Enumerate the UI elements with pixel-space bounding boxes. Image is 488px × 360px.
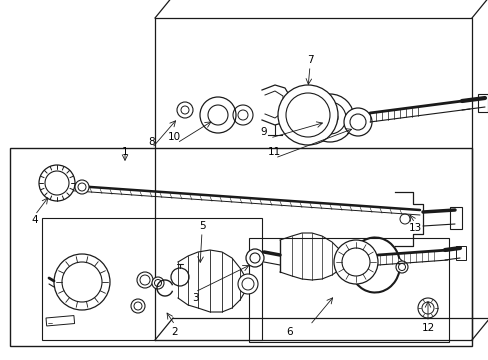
Bar [10,148,471,346]
Circle shape [333,240,377,284]
Circle shape [39,165,75,201]
Text: 12: 12 [421,323,434,333]
Circle shape [343,108,371,136]
Bar [42,218,262,340]
Circle shape [305,94,353,142]
Circle shape [278,85,337,145]
Text: 3: 3 [191,293,198,303]
Circle shape [245,249,264,267]
Text: 7: 7 [306,55,313,65]
Text: 11: 11 [267,147,280,157]
Text: 13: 13 [407,223,421,233]
Text: 10: 10 [167,132,180,142]
Text: 6: 6 [286,327,293,337]
Circle shape [137,272,153,288]
Bar [449,207,461,229]
Circle shape [54,254,110,310]
Text: 5: 5 [198,221,205,231]
Text: 9: 9 [260,127,267,137]
Circle shape [75,180,89,194]
Bar [46,316,75,326]
Circle shape [152,277,163,289]
Bar [477,94,487,112]
Text: 1: 1 [122,147,128,157]
Text: 4: 4 [32,215,38,225]
Bar [455,246,465,260]
Text: 2: 2 [171,327,178,337]
Bar [248,238,448,342]
Circle shape [238,274,258,294]
Text: 8: 8 [148,137,155,147]
